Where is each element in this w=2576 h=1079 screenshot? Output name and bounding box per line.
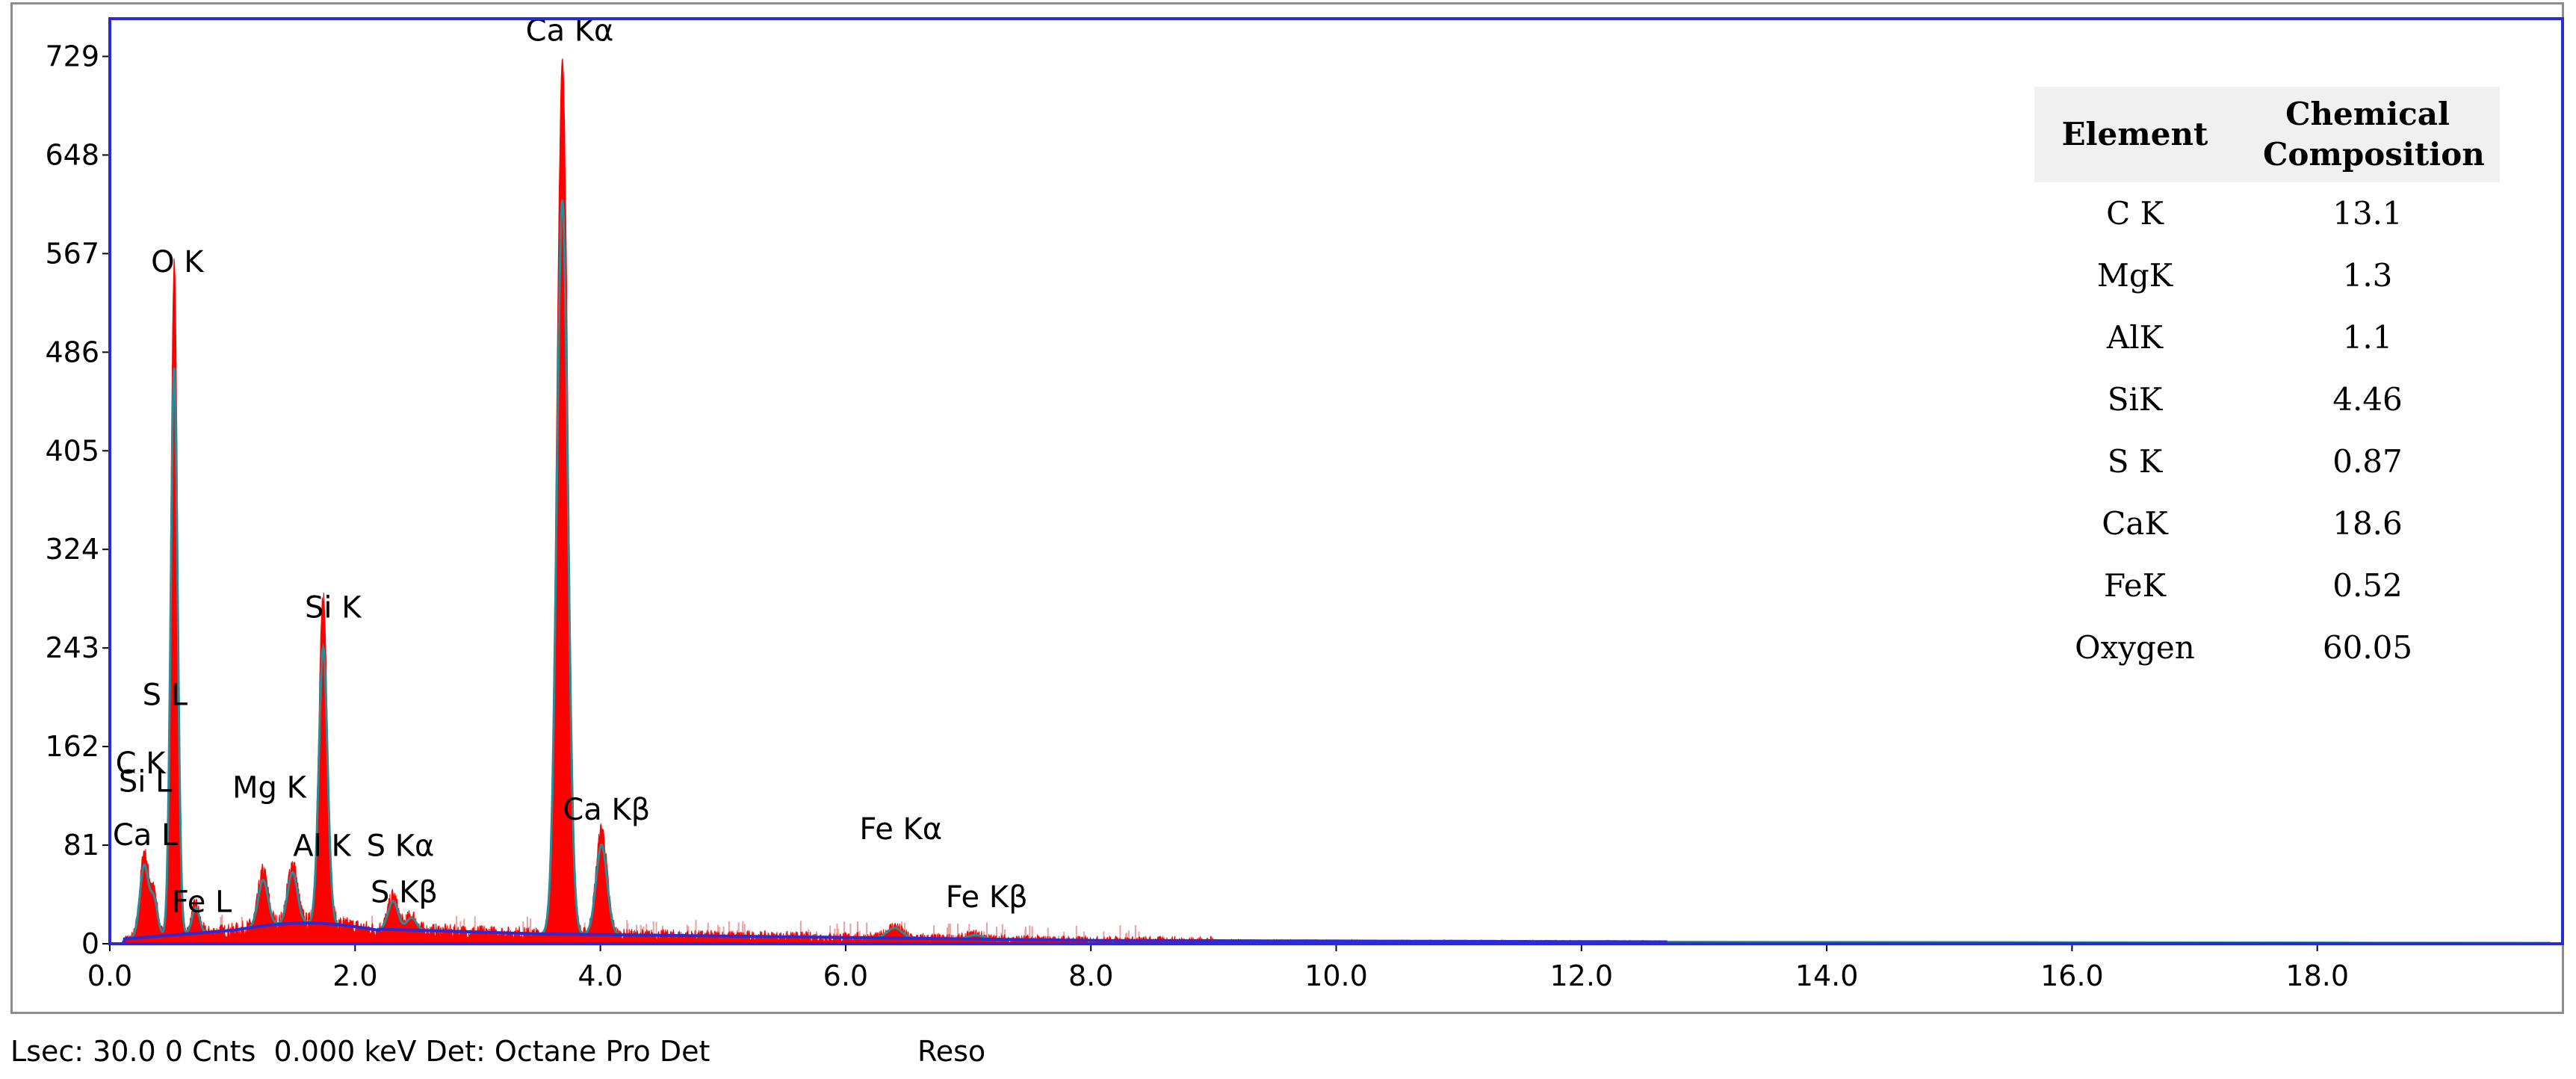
peak-label: Mg K xyxy=(232,771,308,806)
y-axis: 0 81 162 243 324 405 486 567 648 729 xyxy=(45,40,110,960)
table-row: C K 13.1 xyxy=(2034,182,2500,244)
table-cell-element: SiK xyxy=(2107,381,2163,418)
peak-label: O K xyxy=(151,245,205,279)
y-tick-label: 729 xyxy=(45,40,99,72)
x-tick-label: 6.0 xyxy=(823,959,868,992)
peak-label: Ca L xyxy=(113,818,179,853)
peak-label: Si K xyxy=(305,590,362,625)
y-tick-label: 567 xyxy=(45,237,99,270)
x-tick-label: 12.0 xyxy=(1549,959,1613,992)
status-readout: Lsec: 30.0 0 Cnts 0.000 keV Det: Octane … xyxy=(10,1035,710,1068)
table-cell-element: C K xyxy=(2106,195,2164,232)
table-cell-composition: 4.46 xyxy=(2332,381,2403,418)
peak-label: S L xyxy=(143,678,188,713)
spectrum-fill xyxy=(121,58,1668,945)
table-row: S K 0.87 xyxy=(2034,430,2500,492)
plot-frame xyxy=(108,17,2564,945)
peak-label: Ca Kβ xyxy=(563,793,650,827)
x-tick-label: 18.0 xyxy=(2285,959,2349,992)
header-chemical-composition-text: Chemical Composition xyxy=(2263,96,2485,173)
y-tick-label: 648 xyxy=(45,138,99,171)
peak-label: Fe L xyxy=(172,885,232,920)
table-cell-element: FeK xyxy=(2103,567,2167,604)
table-cell-composition: 18.6 xyxy=(2332,505,2403,542)
background-line xyxy=(122,921,1668,945)
y-tick-label: 405 xyxy=(45,434,99,467)
y-tick-label: 243 xyxy=(45,631,99,664)
x-axis: 0.0 2.0 4.0 6.0 8.0 10.0 12.0 14.0 16.0 18.0 xyxy=(87,944,2349,992)
peak-label: C K xyxy=(116,746,167,781)
peak-label: S Kβ xyxy=(371,876,438,910)
table-cell-element: S K xyxy=(2107,443,2163,480)
x-tick-label: 4.0 xyxy=(578,959,622,992)
y-tick-label: 0 xyxy=(81,927,99,960)
composition-table: Element Chemical Composition C K 13.1 MgK 1… xyxy=(2034,87,2500,678)
x-tick-label: 8.0 xyxy=(1068,959,1113,992)
peak-label: Fe Kα xyxy=(859,812,942,847)
table-cell-composition: 0.52 xyxy=(2332,567,2403,604)
header-element: Element xyxy=(2034,87,2235,182)
eds-spectrum-chart: 0 81 162 243 324 405 486 567 648 729 0.0 2.0 4.0 6.0… xyxy=(45,13,2564,992)
table-row: AlK 1.1 xyxy=(2034,306,2500,368)
peak-label: Fe Kβ xyxy=(946,880,1028,915)
table-cell-composition: 60.05 xyxy=(2322,629,2413,666)
x-tick-label: 14.0 xyxy=(1795,959,1859,992)
x-tick-label: 0.0 xyxy=(87,959,132,992)
table-row: MgK 1.3 xyxy=(2034,244,2500,306)
y-tick-label: 162 xyxy=(45,730,99,763)
table-row: CaK 18.6 xyxy=(2034,492,2500,554)
table-cell-element: CaK xyxy=(2102,505,2168,542)
x-tick-label: 2.0 xyxy=(332,959,377,992)
status-reso: Reso xyxy=(917,1035,986,1068)
y-tick-label: 324 xyxy=(45,533,99,566)
peak-label: Si L xyxy=(119,764,173,799)
header-chemical-composition: Chemical Composition xyxy=(2235,87,2500,182)
table-header-row: Element Chemical Composition xyxy=(2034,87,2500,182)
table-row: Oxygen 60.05 xyxy=(2034,616,2500,678)
table-cell-element: AlK xyxy=(2106,319,2164,356)
y-tick-label: 81 xyxy=(64,829,99,862)
table-row: FeK 0.52 xyxy=(2034,554,2500,616)
x-tick-label: 10.0 xyxy=(1304,959,1368,992)
peak-label: S Kα xyxy=(367,829,435,864)
peak-label: Al K xyxy=(293,829,352,864)
y-tick-label: 486 xyxy=(45,336,99,368)
table-cell-composition: 1.1 xyxy=(2342,319,2393,356)
table-cell-element: Oxygen xyxy=(2075,629,2195,666)
x-tick-label: 16.0 xyxy=(2040,959,2104,992)
table-cell-composition: 13.1 xyxy=(2332,195,2403,232)
table-cell-composition: 0.87 xyxy=(2332,443,2403,480)
table-cell-composition: 1.3 xyxy=(2342,257,2393,294)
table-cell-element: MgK xyxy=(2096,257,2173,294)
table-row: SiK 4.46 xyxy=(2034,368,2500,430)
